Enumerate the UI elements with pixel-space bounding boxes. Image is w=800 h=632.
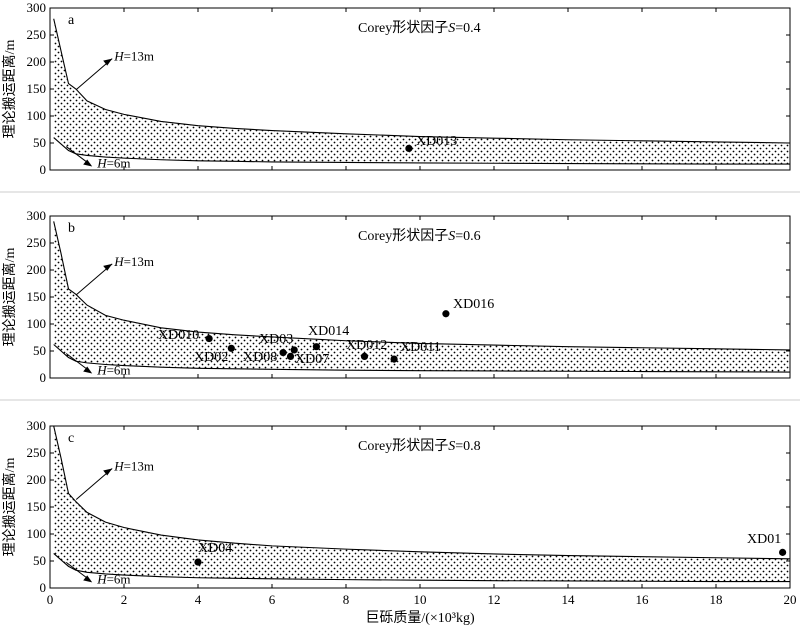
data-point	[227, 344, 235, 352]
data-point	[205, 334, 213, 343]
upper-curve	[53, 221, 791, 351]
upper-curve	[53, 425, 791, 560]
upper-arrow-head	[103, 468, 113, 476]
y-tick-label: 0	[40, 162, 47, 177]
data-point	[405, 144, 413, 152]
point-label: XD07	[295, 352, 329, 367]
x-tick-label: 10	[414, 592, 427, 607]
data-point	[390, 355, 398, 363]
panel-title: Corey形状因子S=0.6	[358, 228, 481, 244]
lower-curve-label: H=6m	[96, 156, 130, 171]
y-tick-label: 300	[27, 418, 47, 433]
y-tick-label: 50	[33, 135, 46, 150]
x-tick-label: 4	[195, 592, 202, 607]
lower-curve	[53, 553, 790, 583]
lower-curve-label: H=6m	[96, 362, 130, 377]
x-tick-label: 14	[562, 592, 576, 607]
point-label: XD012	[346, 338, 387, 353]
band-area	[53, 221, 790, 373]
panel-a: 0 50 100 150 200 250 300 a Corey形状因子S=0.4 理论搬运距离/…	[0, 0, 800, 193]
y-axis-label: 理论搬运距离/m	[1, 40, 18, 139]
upper-curve	[53, 18, 791, 144]
x-axis-label: 巨砾质量/(×10³kg)	[365, 610, 475, 626]
upper-curve-label: H=13m	[113, 254, 154, 269]
x-tick-label: 18	[710, 592, 723, 607]
data-point	[290, 346, 298, 354]
y-tick-label: 100	[27, 526, 47, 541]
lower-curve-label: H=6m	[96, 571, 130, 586]
x-tick-label: 16	[636, 592, 650, 607]
y-tick-label: 50	[33, 553, 46, 568]
y-tick-label: 250	[27, 445, 47, 460]
point-label: XD011	[400, 340, 441, 355]
x-tick-label: 2	[121, 592, 128, 607]
x-tick-label: 8	[343, 592, 350, 607]
panel-letter: a	[68, 13, 75, 28]
point-label: XD013	[416, 134, 457, 149]
panel-c: 0 50 100 150 200 250 300 0 2 4 6 8 10 12 14 16 18 20 巨砾质量/…	[1, 418, 797, 626]
data-point	[312, 343, 320, 351]
y-axis-label: 理论搬运距离/m	[1, 248, 18, 347]
y-tick-label: 150	[27, 81, 47, 96]
y-tick-label: 200	[27, 262, 47, 277]
data-point	[779, 548, 787, 556]
point-label: XD02	[194, 350, 228, 365]
panel-title: Corey形状因子S=0.8	[358, 438, 481, 454]
point-label: XD014	[308, 324, 349, 339]
point-label: XD01	[747, 532, 781, 547]
y-tick-label: 300	[27, 208, 47, 223]
panel-letter: b	[68, 221, 75, 236]
y-tick-label: 50	[33, 343, 46, 358]
band-area	[53, 18, 790, 165]
y-tick-label: 250	[27, 27, 47, 42]
lower-arrow-head	[83, 575, 93, 583]
y-tick-label: 150	[27, 289, 47, 304]
lower-arrow-head	[83, 366, 93, 374]
data-point	[442, 310, 450, 318]
data-point	[286, 352, 295, 360]
y-axis-label: 理论搬运距离/m	[1, 458, 18, 557]
point-label: XD016	[453, 297, 494, 312]
y-tick-label: 0	[40, 580, 47, 595]
x-tick-label: 20	[784, 592, 797, 607]
upper-arrow-head	[103, 58, 113, 66]
panel-letter: c	[68, 431, 74, 446]
data-point	[194, 558, 202, 566]
point-label: XD010	[158, 328, 199, 343]
lower-curve	[53, 344, 791, 373]
x-tick-label: 6	[269, 592, 276, 607]
point-label: XD04	[198, 541, 232, 556]
data-point	[279, 349, 287, 357]
point-label: XD03	[259, 332, 293, 347]
y-tick-label: 100	[27, 316, 47, 331]
panel-b: 0 50 100 150 200 250 300 b Corey形状因子S=0.6 理论搬运距离/…	[0, 208, 800, 401]
y-tick-label: 200	[27, 54, 47, 69]
upper-curve-label: H=13m	[113, 459, 154, 474]
y-tick-label: 0	[40, 370, 47, 385]
lower-arrow-head	[83, 159, 93, 167]
band-area	[53, 426, 790, 582]
y-tick-label: 150	[27, 499, 47, 514]
upper-curve-label: H=13m	[113, 49, 154, 64]
y-tick-label: 300	[27, 0, 47, 15]
point-label: XD08	[243, 350, 277, 365]
x-tick-label: 12	[488, 592, 501, 607]
data-point	[360, 352, 369, 360]
y-tick-label: 100	[27, 108, 47, 123]
x-tick-label: 0	[47, 592, 54, 607]
y-tick-label: 200	[27, 472, 47, 487]
upper-arrow-head	[103, 263, 113, 271]
panel-title: Corey形状因子S=0.4	[358, 20, 481, 36]
y-tick-label: 250	[27, 235, 47, 250]
